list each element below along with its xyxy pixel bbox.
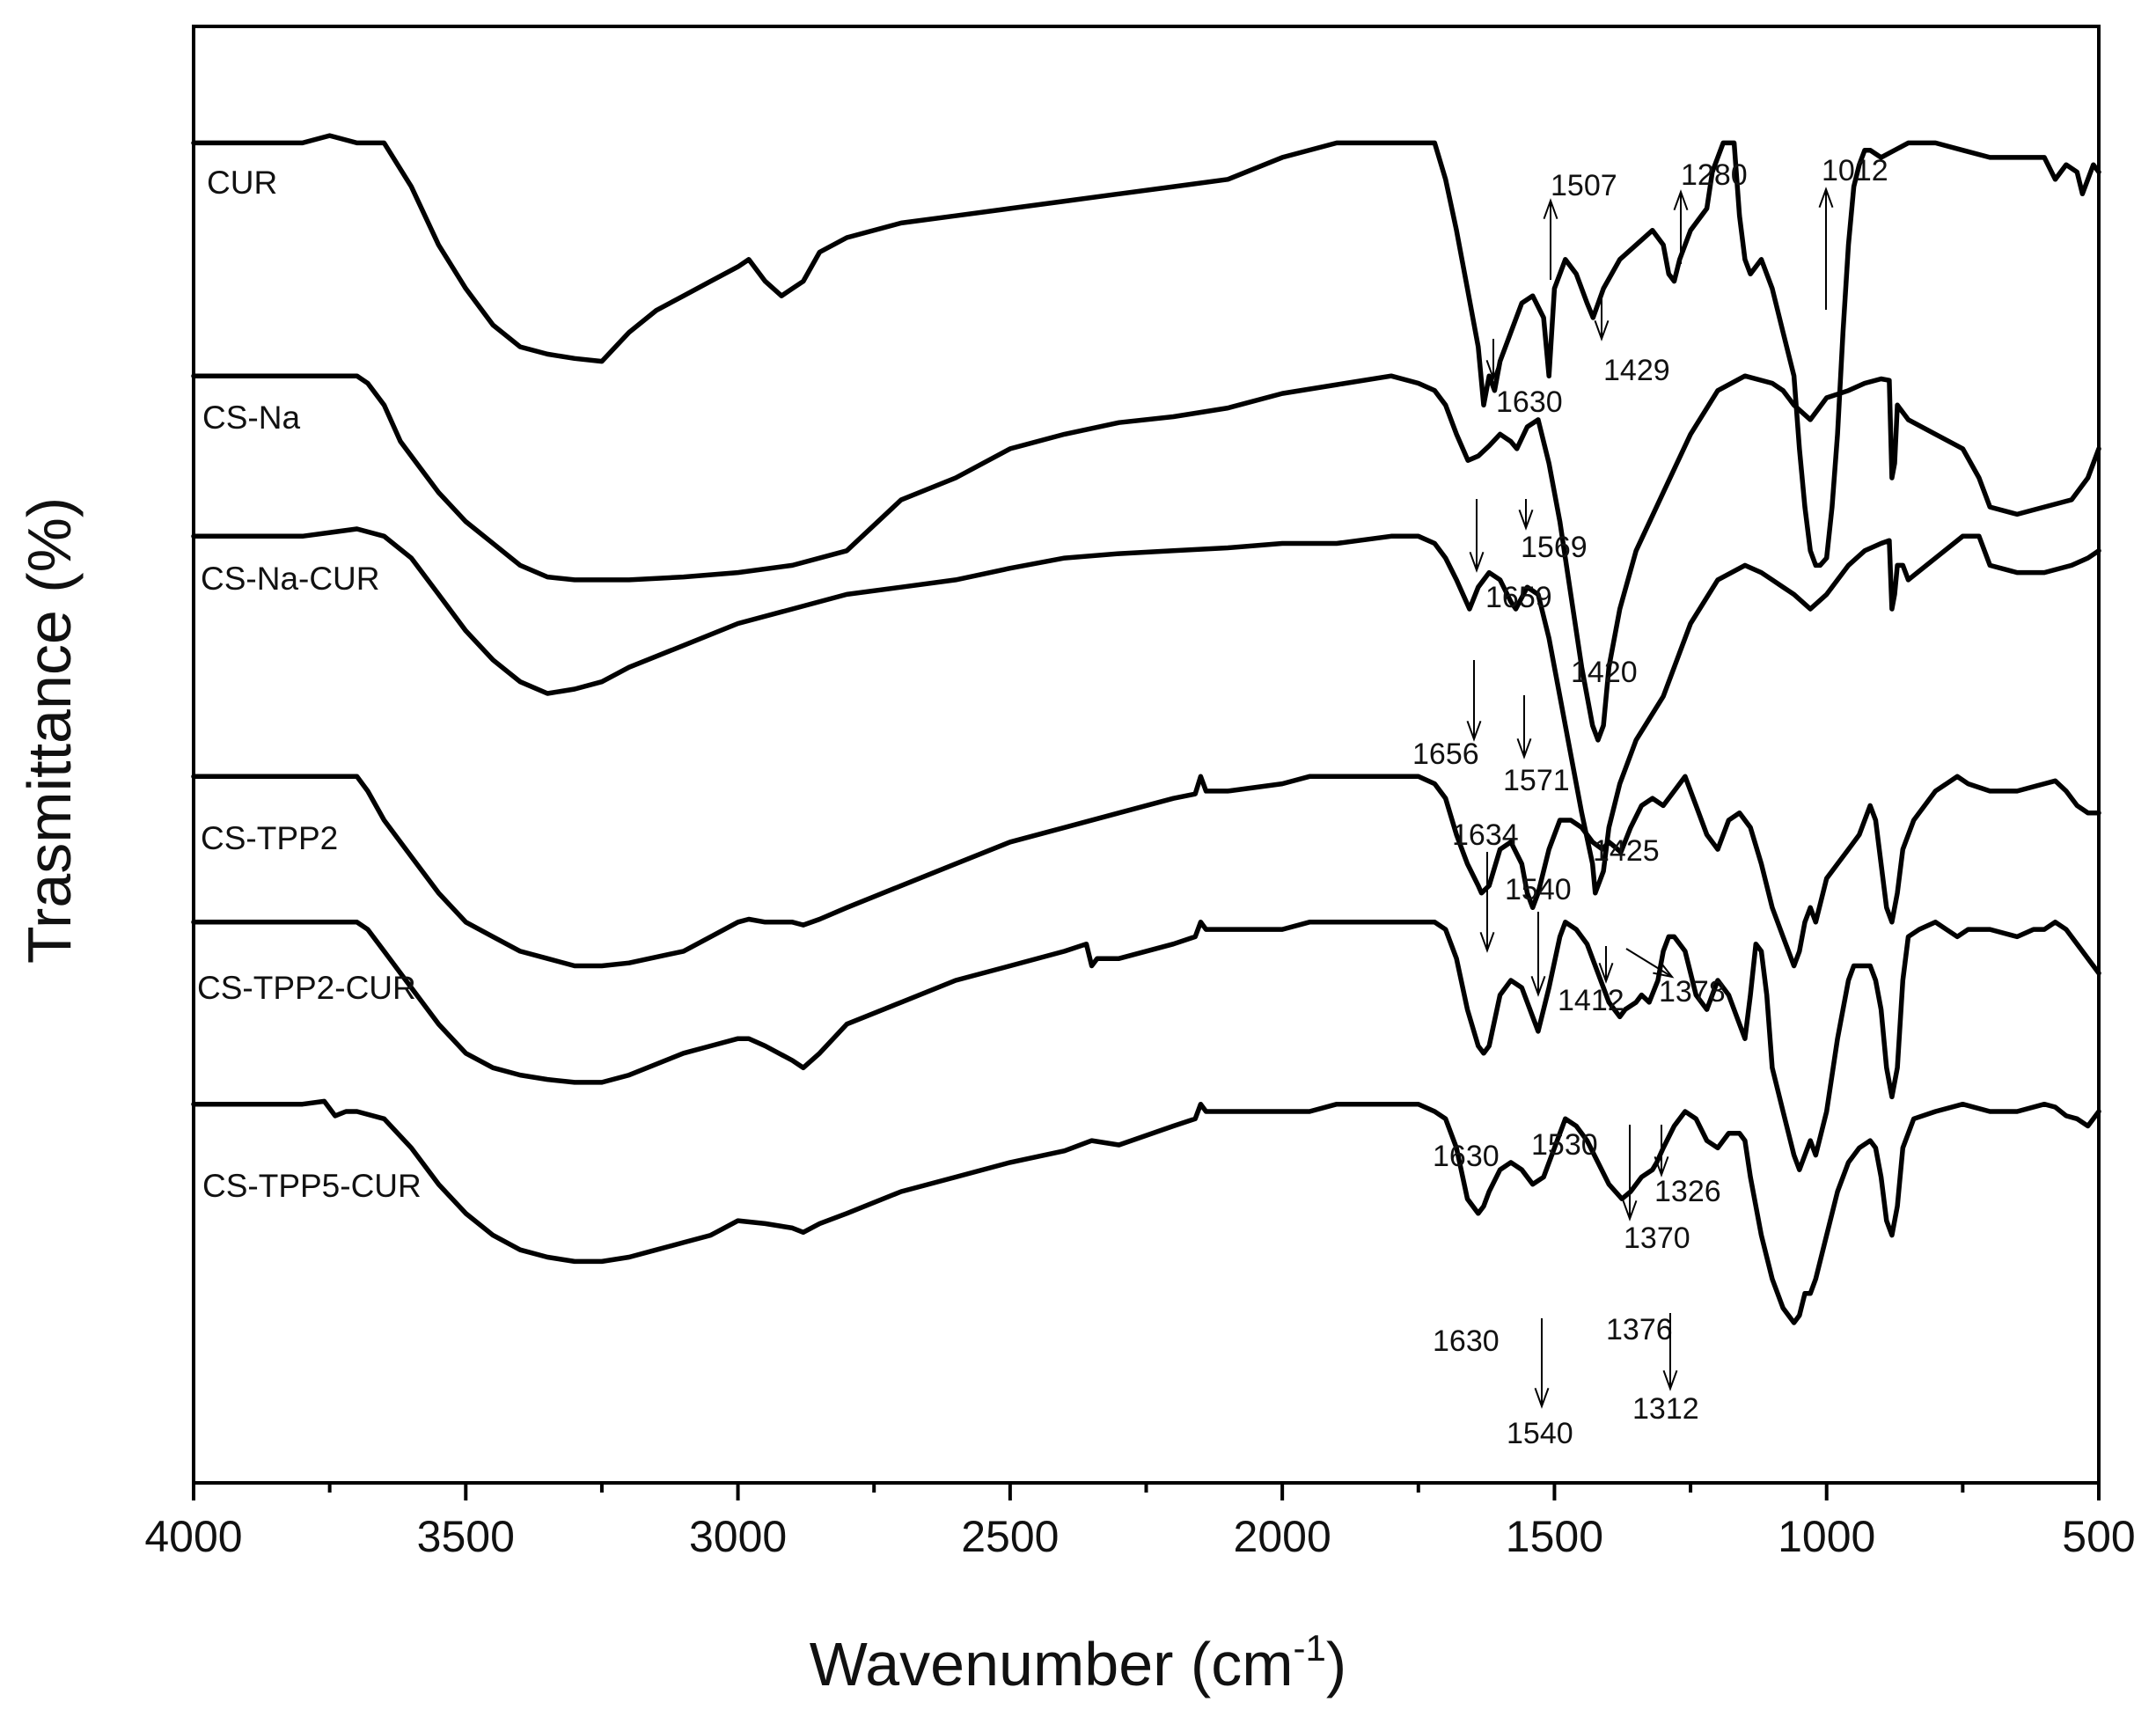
peak-label-1425: 1425 [1593, 834, 1660, 868]
peak-arrowhead-1540 [1530, 975, 1546, 997]
peak-label-1656: 1656 [1412, 737, 1479, 771]
peak-arrow-1378 [1625, 948, 1673, 978]
x-tick-label-3500: 3500 [417, 1512, 515, 1561]
peak-annotation-1630: 1630 [1485, 339, 1563, 419]
peak-annotation-1540: 1540 [1507, 1318, 1573, 1450]
peak-label-1659: 1659 [1485, 581, 1552, 614]
series-label-cur: CUR [207, 165, 277, 201]
peak-arrowhead-1280 [1673, 189, 1689, 211]
peak-annotation-1630: 1630 [1433, 1324, 1500, 1358]
x-tick-label-500: 500 [2062, 1512, 2135, 1561]
peak-annotation-1656: 1656 [1412, 660, 1482, 771]
peak-label-1630: 1630 [1433, 1140, 1500, 1173]
x-axis-title: Wavenumber (cm-1) [810, 1627, 1346, 1698]
peak-annotation-1630: 1630 [1433, 1140, 1500, 1173]
peak-annotation-1530: 1530 [1531, 1128, 1598, 1162]
peak-annotation-1376: 1376 [1606, 1313, 1673, 1346]
peak-arrowhead-1630 [1485, 359, 1501, 381]
peak-arrowhead-1012 [1818, 187, 1834, 209]
x-tick-label-1000: 1000 [1778, 1512, 1875, 1561]
peak-label-1370: 1370 [1624, 1221, 1690, 1255]
peak-label-1630: 1630 [1433, 1324, 1500, 1358]
peak-label-1012: 1012 [1822, 154, 1888, 187]
x-axis-title-main: Wavenumber (cm [810, 1630, 1294, 1698]
peak-arrowhead-1659 [1469, 551, 1485, 573]
plot-frame [192, 25, 2101, 1485]
series-label-cs-na-cur: CS-Na-CUR [201, 561, 380, 597]
peak-label-1420: 1420 [1571, 656, 1638, 689]
peak-annotation-1012: 1012 [1818, 154, 1888, 310]
peak-label-1630: 1630 [1496, 385, 1563, 419]
series-label-cs-tpp2: CS-TPP2 [201, 820, 338, 856]
peak-annotation-1659: 1659 [1469, 499, 1552, 614]
peak-label-1376: 1376 [1606, 1313, 1673, 1346]
peak-annotation-1280: 1280 [1673, 158, 1748, 264]
peak-annotation-1429: 1429 [1594, 297, 1670, 387]
peak-label-1429: 1429 [1603, 354, 1670, 387]
peak-annotation-1571: 1571 [1503, 695, 1570, 797]
peak-label-1540: 1540 [1507, 1417, 1573, 1450]
spectra-group [191, 133, 2101, 1325]
peak-label-1540: 1540 [1505, 873, 1572, 906]
x-tick-label-2500: 2500 [961, 1512, 1059, 1561]
spectrum-cur [191, 133, 2101, 569]
peak-arrowhead-1656 [1466, 720, 1482, 742]
peak-arrowhead-1634 [1479, 931, 1495, 953]
spectrum-cs-tpp2 [191, 774, 2101, 969]
peak-annotation-1540: 1540 [1505, 873, 1572, 997]
spectrum-cs-tpp5-cur [191, 1098, 2101, 1325]
peak-label-1412: 1412 [1558, 984, 1624, 1017]
peak-arrowhead-1571 [1516, 737, 1532, 759]
peak-arrowhead-1370 [1622, 1199, 1638, 1221]
peak-arrowhead-1312 [1662, 1369, 1678, 1391]
peak-annotations: 1507 1280 1012 1630 1429 1569 1659 1420 1656 1571… [1412, 154, 1888, 1450]
x-tick-label-4000: 4000 [144, 1512, 242, 1561]
spectrum-cs-tpp2-cur [191, 920, 2101, 1172]
peak-label-1507: 1507 [1551, 169, 1617, 202]
peak-label-1569: 1569 [1521, 531, 1588, 564]
spectrum-cs-na-cur [191, 526, 2101, 896]
x-tick-label-3000: 3000 [689, 1512, 787, 1561]
peak-label-1326: 1326 [1654, 1175, 1721, 1208]
peak-annotation-1634: 1634 [1452, 818, 1519, 953]
peak-annotation-1569: 1569 [1518, 499, 1588, 564]
peak-arrowhead-1507 [1543, 198, 1558, 220]
peak-annotation-1370: 1370 [1622, 1125, 1690, 1255]
series-labels: CUR CS-Na CS-Na-CUR CS-TPP2 CS-TPP2-CUR CS-TP… [197, 165, 422, 1204]
spectrum-cs-na [191, 373, 2101, 743]
peak-annotation-1425: 1425 [1593, 834, 1660, 868]
peak-label-1571: 1571 [1503, 764, 1570, 797]
peak-label-1530: 1530 [1531, 1128, 1598, 1162]
x-axis-title-sup: -1 [1294, 1627, 1326, 1669]
peak-annotation-1420: 1420 [1571, 656, 1638, 689]
series-label-cs-na: CS-Na [202, 400, 300, 436]
peak-annotation-1378: 1378 [1625, 948, 1726, 1009]
peak-arrowhead-1326 [1654, 1155, 1669, 1177]
peak-annotation-1326: 1326 [1654, 1125, 1721, 1208]
peak-annotation-1312: 1312 [1632, 1313, 1699, 1426]
peak-arrowhead-1412 [1598, 962, 1614, 984]
peak-arrowhead-1569 [1518, 509, 1534, 531]
peak-annotation-1507: 1507 [1543, 169, 1617, 280]
x-axis: 4000 3500 3000 2500 2000 1500 1000 500 [144, 1483, 2136, 1561]
peak-arrowhead-1540 [1534, 1387, 1550, 1409]
peak-label-1378: 1378 [1659, 975, 1726, 1009]
peak-label-1312: 1312 [1632, 1392, 1699, 1426]
peak-label-1280: 1280 [1681, 158, 1748, 192]
x-axis-title-close: ) [1326, 1630, 1346, 1698]
series-label-cs-tpp5-cur: CS-TPP5-CUR [202, 1168, 422, 1204]
x-tick-label-2000: 2000 [1234, 1512, 1331, 1561]
peak-label-1634: 1634 [1452, 818, 1519, 852]
peak-arrowhead-1378 [1653, 961, 1675, 979]
peak-arrowhead-1429 [1594, 319, 1610, 341]
y-axis-title: Trasmittance (%) [15, 497, 84, 964]
x-tick-label-1500: 1500 [1506, 1512, 1603, 1561]
series-label-cs-tpp2-cur: CS-TPP2-CUR [197, 970, 416, 1006]
peak-annotation-1412: 1412 [1558, 946, 1624, 1017]
